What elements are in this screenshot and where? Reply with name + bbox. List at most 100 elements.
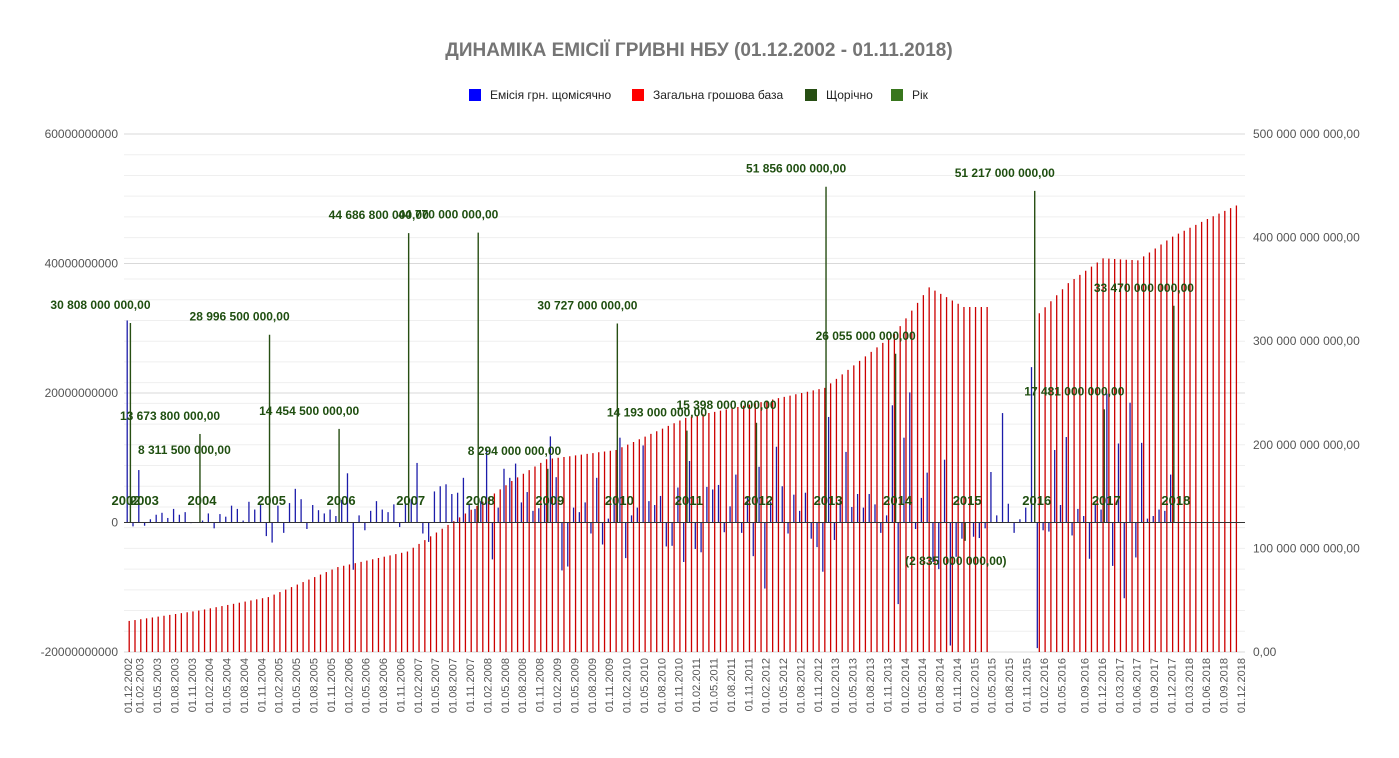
year-label: 2018 [1161,493,1190,508]
x-tick-label: 01.08.2003 [169,658,181,713]
right-tick-label: 100 000 000 000,00 [1253,541,1360,555]
x-tick-label: 01.11.2006 [395,658,407,712]
year-label: 2017 [1092,493,1121,508]
x-tick-label: 01.06.2018 [1201,658,1213,713]
year-label: 2008 [466,493,495,508]
right-axis: 0,00 100 000 000 000,00 200 000 000 000,00… [1253,127,1360,659]
x-tick-label: 01.12.2016 [1097,658,1109,713]
legend-swatch-annual [805,89,817,101]
x-tick-label: 01.11.2012 [813,658,825,712]
x-tick-label: 01.06.2017 [1132,658,1144,713]
x-tick-label: 01.03.2017 [1114,658,1126,713]
x-tick-label: 01.02.2010 [622,658,634,713]
x-tick-label: 01.02.2015 [969,658,981,713]
year-label: 2009 [535,493,564,508]
x-tick-label: 01.03.2018 [1184,658,1196,713]
x-tick-label: 01.05.2003 [152,658,164,713]
x-tick-label: 01.05.2010 [639,658,651,713]
x-tick-label: 01.11.2007 [465,658,477,712]
annual-value-label: 26 055 000 000,00 [816,329,916,343]
legend-label-annual: Щорічно [826,88,873,102]
annual-value-label: 13 673 800 000,00 [120,409,220,423]
annual-value-label: 14 454 500 000,00 [259,404,359,418]
x-tick-label: 01.12.2002 [123,658,135,713]
year-label: 2015 [953,493,982,508]
x-tick-label: 01.02.2006 [343,658,355,713]
x-tick-label: 01.02.2005 [274,658,286,713]
year-label: 2003 [130,493,159,508]
annual-value-label: 14 193 000 000,00 [607,406,707,420]
x-tick-label: 01.02.2007 [413,658,425,713]
monthly-series [126,320,1172,649]
x-tick-label: 01.11.2014 [952,658,964,712]
year-label: 2006 [327,493,356,508]
annual-value-label: 8 311 500 000,00 [138,443,231,457]
x-tick-label: 01.05.2013 [848,658,860,713]
annual-value-label: 8 294 000 000,00 [468,444,562,458]
right-tick-label: 400 000 000 000,00 [1253,231,1360,245]
year-label: 2012 [744,493,773,508]
x-tick-label: 01.02.2014 [900,658,912,713]
x-tick-label: 01.11.2011 [743,658,755,711]
x-tick-label: 01.08.2007 [448,658,460,713]
x-tick-label: 01.09.2017 [1149,658,1161,713]
x-tick-label: 01.02.2004 [204,658,216,713]
annual-value-label: 51 217 000 000,00 [955,166,1055,180]
x-tick-label: 01.11.2009 [604,658,616,712]
annual-series [129,186,1175,541]
year-label: 2005 [257,493,286,508]
annual-value-label: 51 856 000 000,00 [746,162,846,176]
legend: Емісія грн. щомісячно Загальна грошова б… [469,88,929,102]
x-tick-label: 01.02.2008 [482,658,494,713]
x-tick-label: 01.05.2004 [222,658,234,713]
x-tick-label: 01.11.2003 [187,658,199,712]
x-tick-label: 01.09.2018 [1219,658,1231,713]
x-tick-label: 01.05.2014 [917,658,929,713]
legend-swatch-base [632,89,644,101]
x-tick-label: 01.08.2008 [517,658,529,713]
year-label: 2016 [1022,493,1051,508]
legend-swatch-monthly [469,89,481,101]
x-tick-label: 01.05.2005 [291,658,303,713]
annual-value-label: 28 996 500 000,00 [190,310,290,324]
x-tick-label: 01.08.2012 [795,658,807,713]
x-tick-label: 01.09.2016 [1079,658,1091,713]
x-tick-label: 01.08.2006 [378,658,390,713]
x-tick-label: 01.08.2009 [587,658,599,713]
x-tick-label: 01.05.2006 [361,658,373,713]
x-tick-label: 01.05.2008 [500,658,512,713]
left-tick-label: 0 [111,516,118,530]
legend-label-year: Рік [912,88,929,102]
x-tick-label: 01.11.2004 [256,658,268,712]
annual-value-label: 33 470 000 000,00 [1094,281,1194,295]
right-tick-label: 300 000 000 000,00 [1253,334,1360,348]
x-tick-label: 01.08.2005 [309,658,321,713]
legend-swatch-year [891,89,903,101]
gridlines [124,133,1245,653]
x-tick-label: 01.02.2003 [135,658,147,713]
base-series [128,205,1238,652]
annual-value-labels: 8 311 500 000,00 30 808 000 000,00 13 673 … [50,162,1194,568]
x-axis: 01.12.2002 01.02.2003 01.05.2003 01.08.2003… [123,658,1248,713]
x-tick-label: 01.08.2011 [726,658,738,712]
left-tick-label: 40000000000 [45,257,119,271]
year-label: 2011 [675,493,703,508]
x-tick-label: 01.05.2007 [430,658,442,713]
x-tick-label: 01.11.2005 [326,658,338,712]
x-tick-label: 01.05.2011 [708,658,720,712]
left-tick-label: 60000000000 [45,127,119,141]
left-axis: -20000000000 0 20000000000 40000000000 60000… [41,127,119,659]
x-tick-label: 01.11.2013 [882,658,894,712]
annual-value-label: (2 835 000 000,00) [905,554,1006,568]
annual-value-label: 30 808 000 000,00 [50,298,150,312]
annual-value-label: 44 686 800 000,00 [329,208,429,222]
year-label: 2013 [814,493,843,508]
legend-label-monthly: Емісія грн. щомісячно [490,88,611,102]
year-label: 2002 [112,493,141,508]
x-tick-label: 01.08.2014 [935,658,947,713]
year-label: 2004 [188,493,218,508]
annual-value-label: 17 481 000 000,00 [1024,384,1124,398]
year-label: 2010 [605,493,634,508]
x-tick-label: 01.08.2004 [239,658,251,713]
